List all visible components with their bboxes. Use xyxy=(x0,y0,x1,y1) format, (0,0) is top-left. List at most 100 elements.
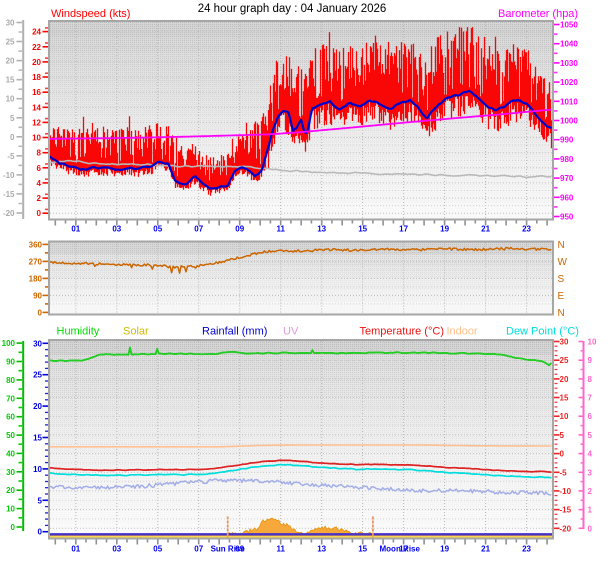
svg-text:Rainfall (mm): Rainfall (mm) xyxy=(202,326,267,338)
svg-text:20: 20 xyxy=(6,57,15,66)
svg-text:30: 30 xyxy=(6,468,15,477)
svg-text:0: 0 xyxy=(38,308,43,317)
svg-text:03: 03 xyxy=(112,545,121,554)
svg-text:20: 20 xyxy=(32,58,41,67)
svg-text:80: 80 xyxy=(6,376,15,385)
svg-text:25: 25 xyxy=(33,371,42,380)
svg-text:100: 100 xyxy=(2,339,16,348)
svg-text:Barometer (hpa): Barometer (hpa) xyxy=(498,8,578,20)
svg-text:-10: -10 xyxy=(3,171,15,180)
svg-text:15: 15 xyxy=(33,434,42,443)
svg-text:13: 13 xyxy=(317,545,326,554)
svg-text:Temperature (°C): Temperature (°C) xyxy=(360,326,444,338)
svg-text:Solar: Solar xyxy=(123,326,149,338)
svg-text:0: 0 xyxy=(560,450,565,459)
svg-text:Windspeed (kts): Windspeed (kts) xyxy=(51,8,130,20)
svg-text:0: 0 xyxy=(588,524,593,533)
svg-text:S: S xyxy=(558,274,565,285)
svg-text:05: 05 xyxy=(153,225,162,234)
svg-text:12: 12 xyxy=(32,118,41,127)
svg-text:15: 15 xyxy=(358,545,367,554)
svg-text:30: 30 xyxy=(560,338,569,347)
svg-text:21: 21 xyxy=(481,545,490,554)
svg-text:-20: -20 xyxy=(560,524,572,533)
svg-text:19: 19 xyxy=(440,225,449,234)
svg-text:Moon Rise: Moon Rise xyxy=(380,545,421,554)
svg-text:50: 50 xyxy=(6,431,15,440)
svg-text:20: 20 xyxy=(33,402,42,411)
svg-text:16: 16 xyxy=(32,88,41,97)
svg-text:990: 990 xyxy=(560,136,574,145)
svg-text:10: 10 xyxy=(560,412,569,421)
svg-text:7: 7 xyxy=(588,394,593,403)
svg-text:180: 180 xyxy=(29,274,43,283)
svg-text:23: 23 xyxy=(522,225,531,234)
svg-text:1050: 1050 xyxy=(560,21,578,30)
svg-text:1030: 1030 xyxy=(560,59,578,68)
svg-text:960: 960 xyxy=(560,193,574,202)
svg-text:Indoor: Indoor xyxy=(447,326,479,338)
svg-text:03: 03 xyxy=(112,225,121,234)
svg-text:E: E xyxy=(558,291,565,302)
svg-text:09: 09 xyxy=(235,225,244,234)
svg-text:UV: UV xyxy=(283,326,299,338)
svg-text:15: 15 xyxy=(358,225,367,234)
svg-text:23: 23 xyxy=(522,545,531,554)
svg-text:4: 4 xyxy=(588,450,593,459)
svg-text:270: 270 xyxy=(29,257,43,266)
svg-text:0: 0 xyxy=(38,528,43,537)
svg-text:5: 5 xyxy=(10,114,15,123)
svg-text:0: 0 xyxy=(37,209,42,218)
svg-text:10: 10 xyxy=(6,95,15,104)
svg-text:6: 6 xyxy=(37,164,42,173)
svg-text:1000: 1000 xyxy=(560,117,578,126)
svg-text:19: 19 xyxy=(440,545,449,554)
svg-text:8: 8 xyxy=(37,149,42,158)
svg-text:90: 90 xyxy=(33,291,42,300)
svg-text:8: 8 xyxy=(588,375,593,384)
svg-text:360: 360 xyxy=(29,240,43,249)
svg-text:Humidity: Humidity xyxy=(57,326,100,338)
svg-text:01: 01 xyxy=(71,545,80,554)
svg-text:950: 950 xyxy=(560,213,574,222)
svg-text:-15: -15 xyxy=(3,190,15,199)
svg-text:-20: -20 xyxy=(3,209,15,218)
svg-text:5: 5 xyxy=(560,431,565,440)
svg-text:25: 25 xyxy=(560,356,569,365)
svg-text:14: 14 xyxy=(32,103,41,112)
svg-text:13: 13 xyxy=(317,225,326,234)
svg-text:40: 40 xyxy=(6,449,15,458)
svg-text:60: 60 xyxy=(6,413,15,422)
svg-text:2: 2 xyxy=(588,487,593,496)
svg-text:30: 30 xyxy=(6,19,15,28)
svg-text:-5: -5 xyxy=(7,152,15,161)
svg-text:09: 09 xyxy=(235,545,244,554)
svg-text:22: 22 xyxy=(32,43,41,52)
svg-text:9: 9 xyxy=(588,356,593,365)
svg-text:17: 17 xyxy=(399,545,408,554)
svg-text:24 hour graph day : 04 January: 24 hour graph day : 04 January 2026 xyxy=(198,3,387,15)
svg-text:18: 18 xyxy=(32,73,41,82)
svg-text:20: 20 xyxy=(560,375,569,384)
svg-text:01: 01 xyxy=(71,225,80,234)
svg-text:11: 11 xyxy=(276,225,285,234)
svg-text:970: 970 xyxy=(560,174,574,183)
svg-text:Sun Rise: Sun Rise xyxy=(211,545,246,554)
svg-text:07: 07 xyxy=(194,225,203,234)
svg-text:Dew Point (°C): Dew Point (°C) xyxy=(506,326,579,338)
svg-text:0: 0 xyxy=(10,133,15,142)
svg-text:10: 10 xyxy=(33,465,42,474)
svg-text:17: 17 xyxy=(399,225,408,234)
svg-text:30: 30 xyxy=(33,339,42,348)
svg-text:1040: 1040 xyxy=(560,40,578,49)
svg-text:N: N xyxy=(558,308,565,319)
svg-text:10: 10 xyxy=(32,134,41,143)
svg-text:07: 07 xyxy=(194,545,203,554)
svg-text:6: 6 xyxy=(588,412,593,421)
svg-text:25: 25 xyxy=(6,38,15,47)
svg-text:2: 2 xyxy=(37,194,42,203)
svg-text:4: 4 xyxy=(37,179,42,188)
svg-text:15: 15 xyxy=(560,394,569,403)
svg-text:21: 21 xyxy=(481,225,490,234)
svg-text:0: 0 xyxy=(11,523,16,532)
